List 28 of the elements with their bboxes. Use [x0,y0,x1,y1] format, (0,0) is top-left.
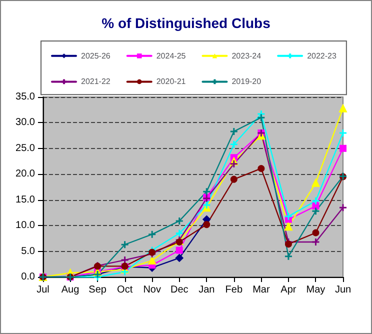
y-tick-label: 35.0 [16,92,36,102]
x-tick-label: Jun [334,284,352,296]
x-tick-label: Aug [61,284,80,296]
legend-label: 2024-25 [156,51,186,60]
y-tick-label: 15.0 [16,194,36,206]
x-tick-label: Mar [252,284,270,296]
y-tick-label: 0.0 [21,272,36,282]
legend-label: 2019-20 [232,77,262,86]
legend-label: 2021-22 [81,77,111,86]
y-tick-label: 5.0 [21,246,36,257]
x-tick-label: Apr [280,284,297,296]
legend-label: 2023-24 [232,51,262,60]
x-tick-label: Oct [117,284,133,296]
y-tick-label: 25.0 [16,142,36,154]
y-tick-label: 20.0 [16,168,36,180]
x-tick-label: Nov [143,284,161,296]
chart-title: % of Distinguished Clubs [102,15,271,31]
x-tick-label: May [306,284,326,296]
y-tick-label: 30.0 [16,117,36,128]
x-tick-label: Feb [225,284,243,296]
legend-label: 2020-21 [156,77,186,86]
y-tick-label: 10.0 [16,220,36,232]
legend-label: 2025-26 [81,51,111,60]
x-tick-label: Dec [170,284,188,296]
legend-label: 2022-23 [307,51,337,60]
x-tick-label: Sep [88,284,107,296]
x-tick-label: Jul [36,284,50,296]
x-tick-label: Jan [198,284,215,296]
